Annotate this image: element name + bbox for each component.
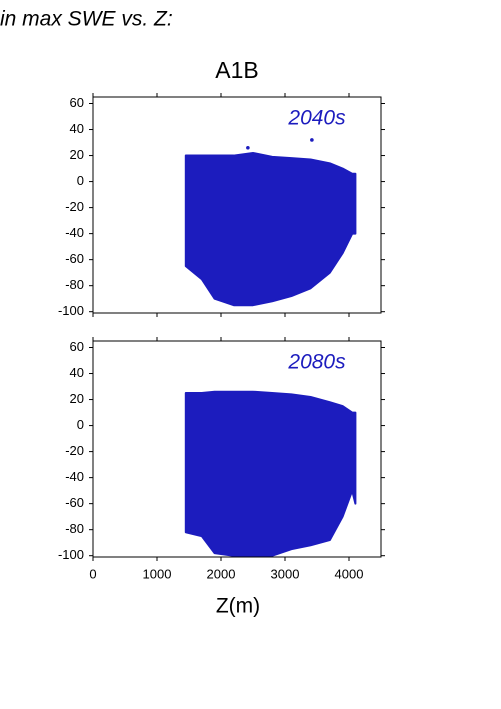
y-tick-label: -20	[65, 199, 84, 214]
x-axis-label: Z(m)	[216, 595, 260, 618]
plot-frame	[92, 340, 382, 558]
y-tick-label: 60	[70, 339, 84, 354]
y-tick-label: -100	[58, 303, 84, 318]
y-tick-label: -100	[58, 547, 84, 562]
y-tick-label: -80	[65, 521, 84, 536]
y-tick-label: 20	[70, 391, 84, 406]
page-title: in max SWE vs. Z:	[0, 8, 173, 31]
outlier-point	[246, 145, 250, 150]
x-tick-label: 2000	[207, 566, 236, 581]
panel-label: 2080s	[287, 351, 346, 374]
y-tick-label: -20	[65, 443, 84, 458]
y-tick-label: 20	[70, 147, 84, 162]
outlier-point	[322, 404, 327, 408]
y-tick-label: 40	[70, 365, 84, 380]
plot-frame	[92, 96, 382, 314]
y-tick-label: -60	[65, 495, 84, 510]
y-tick-label: 40	[70, 121, 84, 136]
y-tick-label: -40	[65, 469, 84, 484]
chart-title: A1B	[215, 57, 258, 83]
y-tick-label: -80	[65, 277, 84, 292]
y-tick-label: 0	[77, 417, 84, 432]
data-band	[184, 151, 357, 307]
y-tick-label: 0	[77, 173, 84, 188]
y-tick-label: -60	[65, 251, 84, 266]
outlier-point	[310, 138, 314, 142]
x-tick-label: 1000	[143, 566, 172, 581]
y-tick-label: -40	[65, 225, 84, 240]
y-tick-label: 60	[70, 95, 84, 110]
x-tick-label: 0	[89, 566, 96, 581]
panel-label: 2040s	[287, 107, 346, 130]
data-band	[184, 390, 357, 557]
x-tick-label: 3000	[271, 566, 300, 581]
x-tick-label: 4000	[335, 566, 364, 581]
